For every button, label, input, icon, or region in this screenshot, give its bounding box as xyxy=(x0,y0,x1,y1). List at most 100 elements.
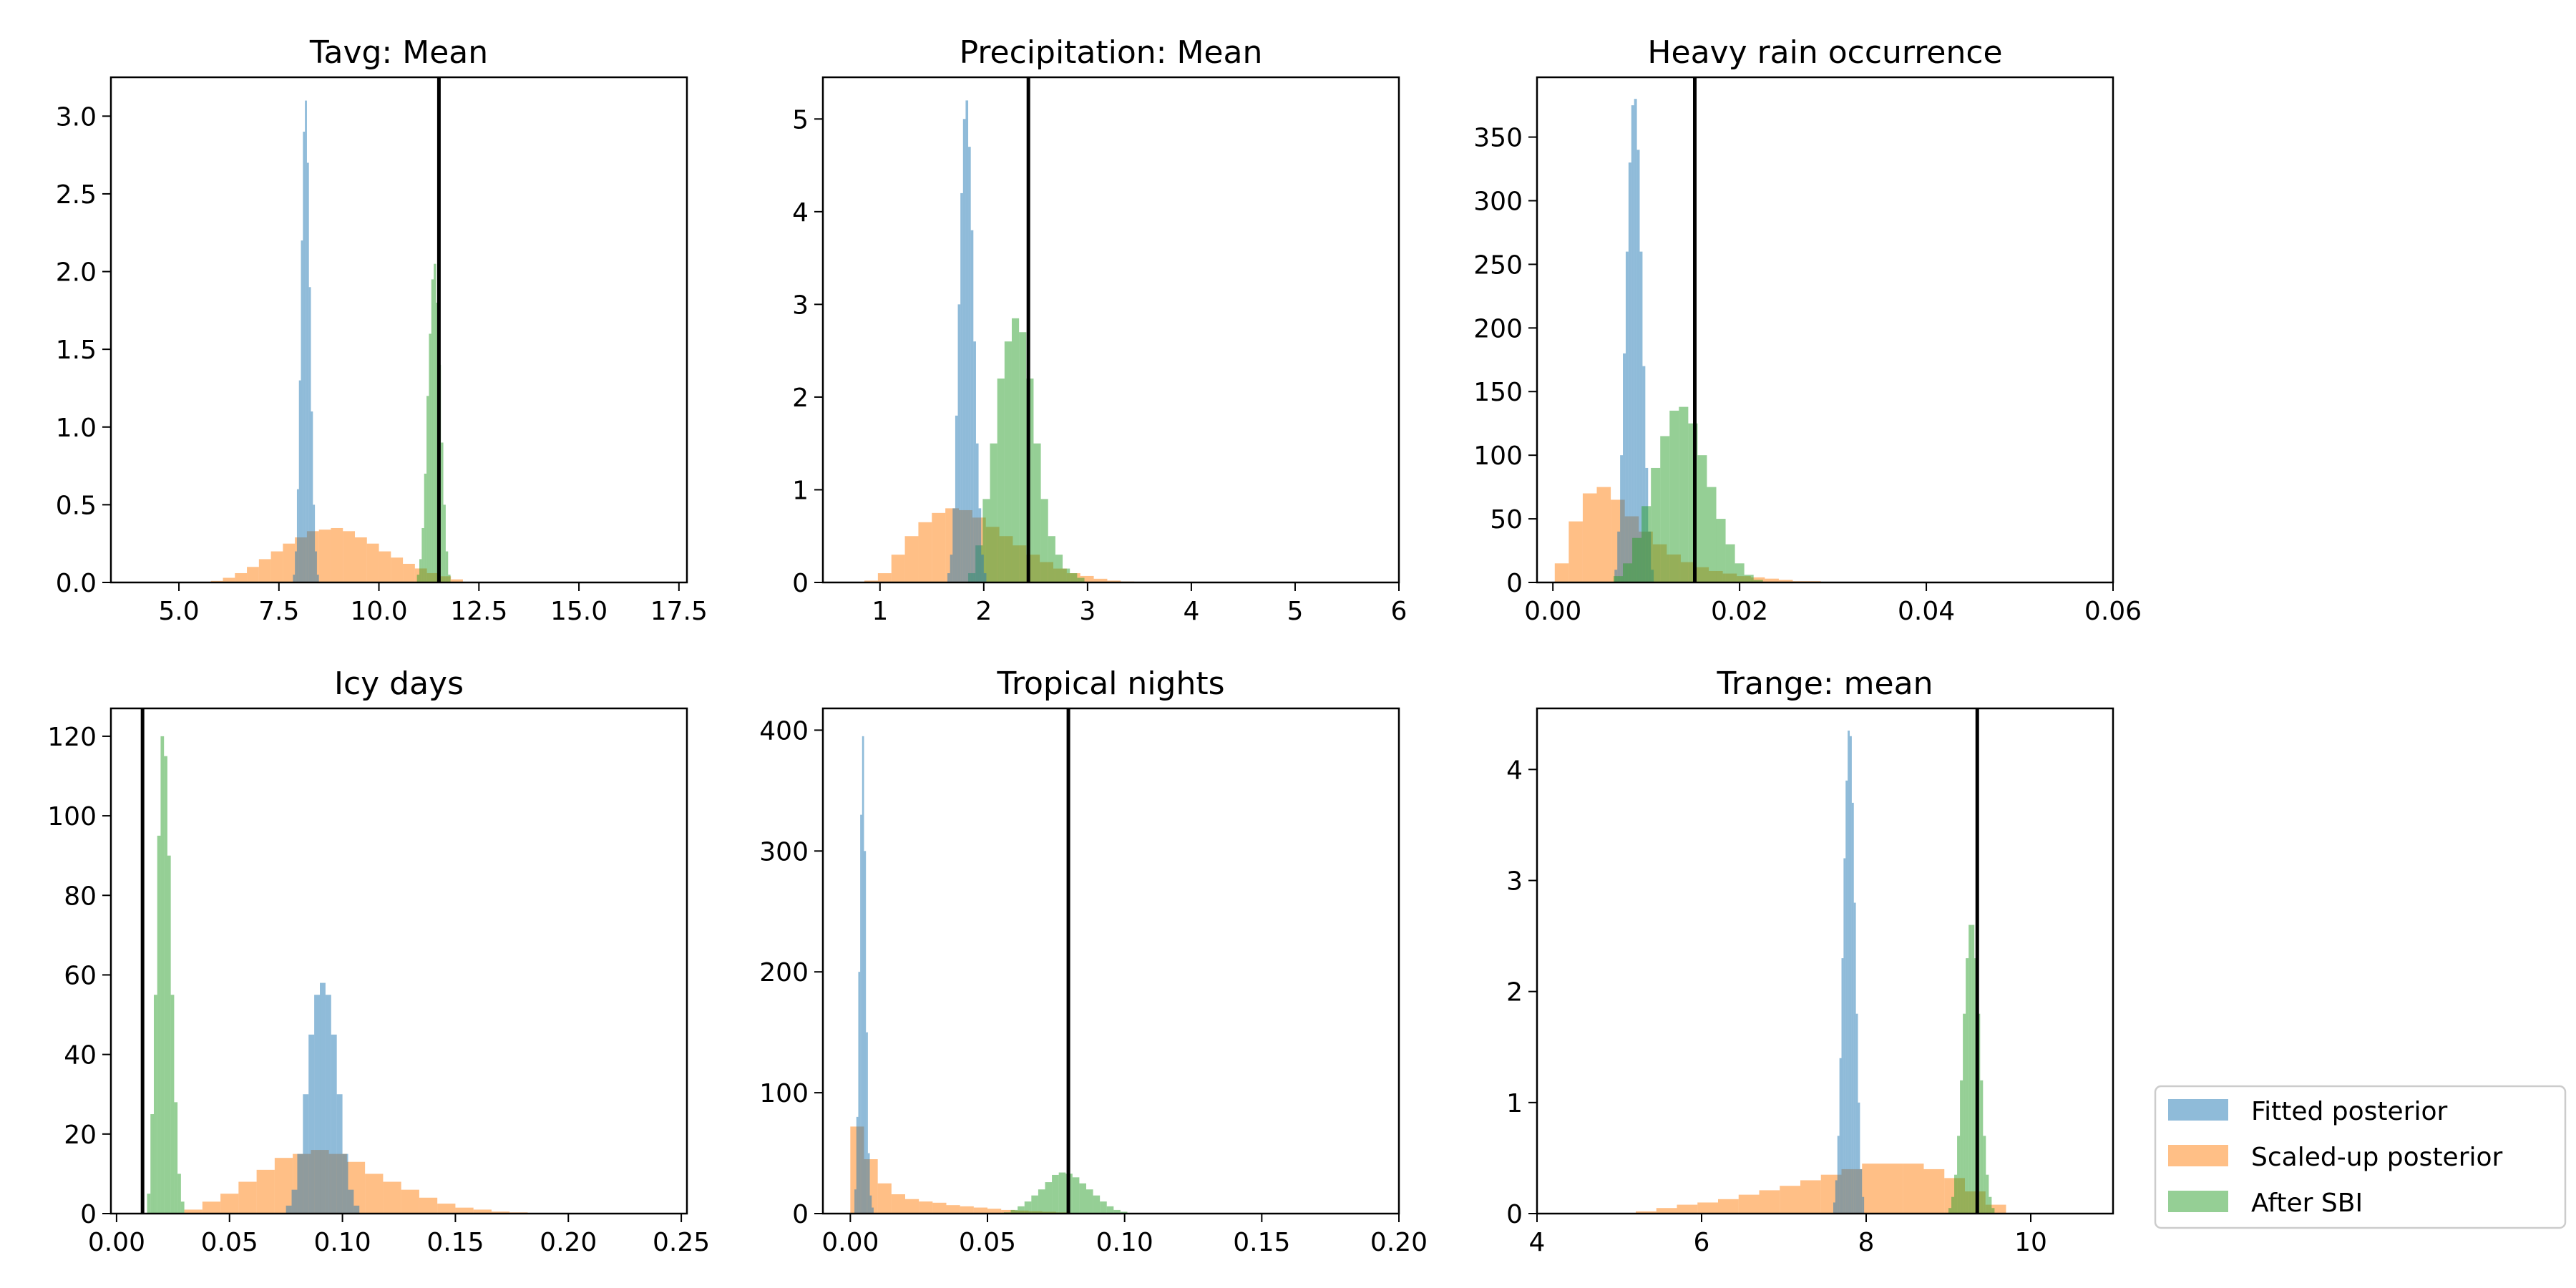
y-tick-label: 200 xyxy=(1473,314,1523,343)
panel-heavy-rain: 0.00 0.02 0.04 0.06 0 50 100 150 200 250 300 350 Hea… xyxy=(1473,34,2142,626)
bar xyxy=(1636,150,1640,582)
x-tick-label: 0.15 xyxy=(1233,1228,1290,1257)
series-fitted xyxy=(947,100,987,582)
bar xyxy=(325,995,331,1214)
bar xyxy=(1641,506,1652,582)
legend-swatch-fitted xyxy=(2168,1099,2228,1121)
bar xyxy=(1968,924,1972,1214)
y-tick-label: 2 xyxy=(792,384,809,413)
series-sbi xyxy=(1004,1172,1135,1214)
bar xyxy=(1019,332,1027,582)
axes-frame xyxy=(821,76,1400,584)
bar xyxy=(983,573,987,582)
bar xyxy=(419,1197,438,1214)
x-tick-label: 4 xyxy=(1529,1228,1546,1257)
legend-label-sbi: After SBI xyxy=(2251,1189,2363,1218)
bar xyxy=(1697,455,1707,582)
bar xyxy=(1004,341,1012,582)
bar xyxy=(343,531,356,582)
bar xyxy=(973,1207,987,1214)
y-tick-label: 0 xyxy=(792,569,809,598)
y-tick-label: 400 xyxy=(759,716,809,746)
bar xyxy=(1038,1189,1045,1214)
bar xyxy=(1018,1206,1025,1214)
bar xyxy=(1642,366,1646,582)
bar xyxy=(1957,1136,1961,1214)
y-tick-label: 0 xyxy=(792,1200,809,1229)
bar xyxy=(429,333,431,582)
bar xyxy=(877,1183,892,1214)
bar xyxy=(867,1153,870,1214)
bar xyxy=(1735,563,1745,582)
bar xyxy=(391,557,404,582)
bar xyxy=(426,396,429,582)
y-tick-label: 100 xyxy=(47,802,97,831)
panel-title: Heavy rain occurrence xyxy=(1647,34,2002,71)
bar xyxy=(1778,580,1793,582)
x-tick-label: 12.5 xyxy=(450,597,507,626)
bar xyxy=(1679,406,1689,582)
bar xyxy=(421,527,424,582)
bar xyxy=(947,573,950,582)
bar xyxy=(1070,573,1078,582)
bar xyxy=(445,551,449,582)
bar xyxy=(891,555,905,582)
bar xyxy=(301,240,303,582)
bar xyxy=(303,132,306,582)
x-tick-label: 1 xyxy=(872,597,888,626)
bar xyxy=(283,543,296,582)
y-tick-label: 2.5 xyxy=(56,180,97,210)
bar xyxy=(1843,858,1846,1214)
series-scaled xyxy=(1636,1163,2006,1214)
x-tick-label: 8 xyxy=(1858,1228,1875,1257)
bar xyxy=(331,527,343,582)
bar xyxy=(854,1189,857,1214)
bar xyxy=(864,580,878,582)
bar xyxy=(1613,576,1624,582)
bar xyxy=(962,119,966,582)
axes-frame xyxy=(109,707,688,1215)
bar xyxy=(1636,1211,1657,1214)
y-tick-label: 4 xyxy=(792,198,809,228)
bar xyxy=(1848,731,1850,1214)
bar xyxy=(416,575,420,582)
bars xyxy=(1636,731,2006,1214)
bar xyxy=(1063,568,1070,582)
bar xyxy=(455,1207,474,1214)
bar xyxy=(982,499,990,582)
bar xyxy=(1883,1163,1903,1214)
x-tick-label: 0.02 xyxy=(1711,597,1768,626)
bar xyxy=(891,1194,905,1214)
bar xyxy=(1954,1174,1958,1214)
x-tick-label: 0.15 xyxy=(426,1228,484,1257)
bar xyxy=(238,1181,257,1214)
bar xyxy=(1753,580,1763,582)
bar xyxy=(1707,487,1717,582)
y-tick-label: 120 xyxy=(47,723,97,752)
bar xyxy=(1855,1013,1858,1214)
y-tick-label: 0.0 xyxy=(56,569,97,598)
bar xyxy=(990,443,997,582)
bar xyxy=(1850,736,1852,1214)
panel-trange: 4 6 8 10 0 1 2 3 4 Trange: mean xyxy=(1506,665,2114,1257)
bar xyxy=(960,192,963,582)
y-tick-label: 250 xyxy=(1473,250,1523,280)
series-fitted xyxy=(854,736,874,1214)
bar xyxy=(1971,924,1975,1214)
panel-tropical-nights: 0.00 0.05 0.10 0.15 0.20 0 100 200 300 400 Tropica… xyxy=(759,665,1428,1257)
bar xyxy=(1011,318,1020,582)
legend-label-fitted: Fitted posterior xyxy=(2251,1097,2447,1126)
y-tick-label: 60 xyxy=(64,961,97,990)
y-tick-label: 20 xyxy=(64,1121,97,1150)
bars xyxy=(864,100,1135,582)
bar xyxy=(932,512,946,582)
series-sbi xyxy=(968,318,1085,582)
bars xyxy=(850,736,1135,1214)
x-tick-label: 0.04 xyxy=(1898,597,1955,626)
bar xyxy=(1554,563,1569,582)
bar xyxy=(348,1189,354,1214)
legend-swatch-scaled xyxy=(2168,1145,2228,1166)
bar xyxy=(1001,1209,1015,1214)
y-tick-label: 80 xyxy=(64,882,97,911)
x-tick-label: 2 xyxy=(975,597,992,626)
